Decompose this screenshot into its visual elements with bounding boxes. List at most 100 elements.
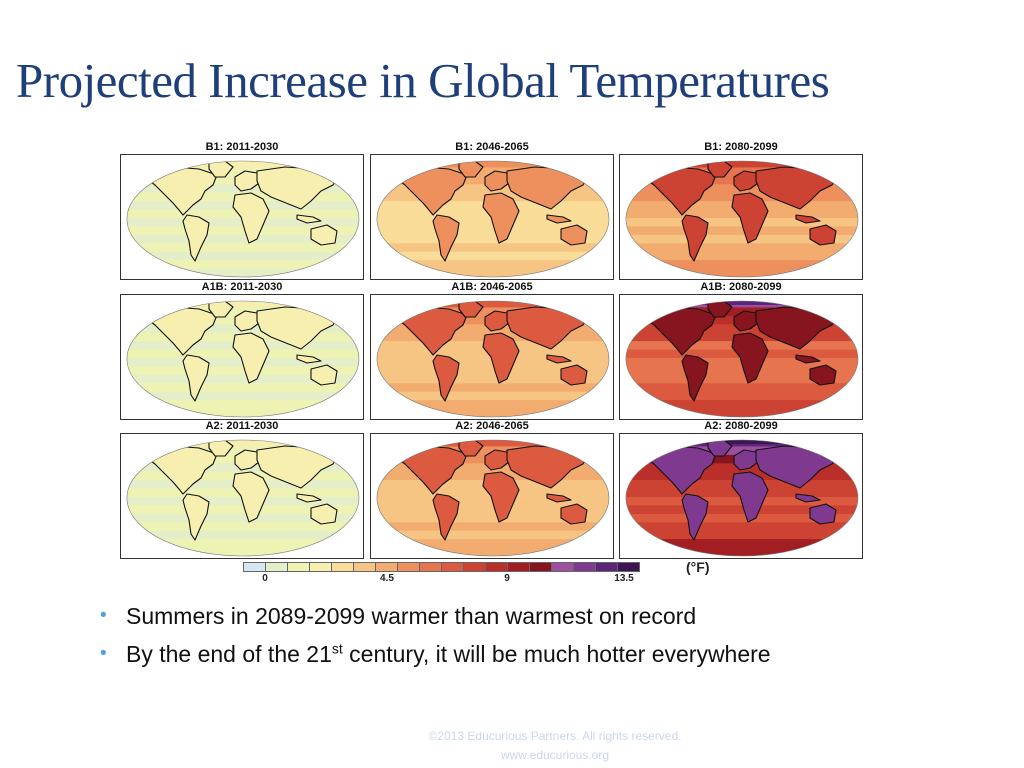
panel-title: B1: 2011-2030 <box>205 141 279 153</box>
colorbar-swatch <box>331 562 354 572</box>
temperature-band <box>625 522 858 532</box>
map-panel: A2: 2046-2065 <box>370 419 614 559</box>
temperature-band <box>376 234 609 244</box>
panel-title: A2: 2046-2065 <box>455 420 529 432</box>
ordinal-suffix: st <box>331 640 343 657</box>
map-svg <box>625 160 859 278</box>
continent-greenland <box>208 301 234 318</box>
colorbar-swatch <box>551 562 574 572</box>
temperature-band <box>376 301 609 308</box>
map-panel: A1B: 2046-2065 <box>370 280 614 420</box>
colorbar-swatch <box>375 562 398 572</box>
temperature-band <box>625 374 858 384</box>
colorbar-swatch <box>463 562 486 572</box>
temperature-band <box>126 513 359 523</box>
arctic-warming-zone <box>680 301 804 305</box>
temperature-band <box>376 383 609 393</box>
continent-europe <box>484 310 510 332</box>
continent-africa <box>232 471 270 523</box>
temperature-band <box>376 268 609 277</box>
colorbar-swatch <box>419 562 442 572</box>
panel-title: A1B: 2046-2065 <box>451 281 533 293</box>
temperature-band <box>625 400 858 410</box>
continent-europe <box>733 449 759 471</box>
continent-south-america <box>432 214 460 262</box>
continent-south-america <box>182 493 210 541</box>
slide-title: Projected Increase in Global Temperature… <box>16 53 830 108</box>
globe-outline <box>376 439 610 557</box>
temperature-band <box>625 366 858 376</box>
temperature-band <box>126 400 359 410</box>
colorbar-tick: 0 <box>262 573 268 584</box>
continent-south-america <box>432 493 460 541</box>
colorbar-tick: 13.5 <box>614 573 634 584</box>
continent-australia <box>310 364 338 386</box>
colorbar-swatch <box>507 562 530 572</box>
continent-north-america <box>146 306 218 356</box>
map-svg <box>625 439 859 557</box>
map-svg <box>376 160 610 278</box>
temperature-band <box>126 391 359 401</box>
continent-africa <box>731 471 769 523</box>
globe-outline <box>126 300 360 418</box>
colorbar-swatch <box>573 562 596 572</box>
bullet-text-end: century, it will be much hotter everywhe… <box>342 641 771 667</box>
bullet-item: • By the end of the 21st century, it wil… <box>100 640 860 668</box>
temperature-band <box>126 243 359 253</box>
temperature-band <box>376 366 609 376</box>
map-panel: A1B: 2080-2099 <box>619 280 863 420</box>
temperature-band <box>126 268 359 277</box>
continent-greenland <box>458 440 484 457</box>
continent-europe <box>733 310 759 332</box>
temperature-band <box>126 440 359 447</box>
continent-south-america <box>432 354 460 402</box>
temperature-band <box>376 243 609 253</box>
temperature-band <box>625 234 858 244</box>
temperature-band <box>376 530 609 540</box>
colorbar-swatch <box>287 562 310 572</box>
colorbar-swatch <box>485 562 508 572</box>
temperature-band <box>376 408 609 417</box>
continent-greenland <box>458 301 484 318</box>
bullet-dot-icon: • <box>100 643 107 664</box>
world-map <box>619 433 863 559</box>
map-panel: B1: 2046-2065 <box>370 140 614 280</box>
map-panel: B1: 2011-2030 <box>120 140 364 280</box>
continent-europe <box>484 170 510 192</box>
map-panel: A1B: 2011-2030 <box>120 280 364 420</box>
temperature-band <box>376 391 609 401</box>
continent-north-america <box>645 306 717 356</box>
continent-north-america <box>396 166 468 216</box>
temperature-band <box>376 547 609 556</box>
colorbar: 0 4.5 9 13.5 (°F) <box>243 559 743 592</box>
world-map <box>370 154 614 280</box>
map-svg <box>126 439 360 557</box>
temperature-band <box>625 408 858 417</box>
continent-australia <box>809 364 837 386</box>
arctic-warming-zone <box>680 440 804 444</box>
continent-north-america <box>645 166 717 216</box>
continent-indonesia <box>795 493 821 503</box>
continent-greenland <box>208 161 234 178</box>
temperature-band <box>625 530 858 540</box>
colorbar-swatch <box>529 562 552 572</box>
temperature-band <box>376 440 609 447</box>
globe-outline <box>126 439 360 557</box>
footer-website: www.educurious.org <box>500 748 610 762</box>
temperature-band <box>126 530 359 540</box>
temperature-maps-figure: B1: 2011-2030 B1: 2046-2065 B1: 2080-209… <box>120 140 865 585</box>
map-svg <box>376 300 610 418</box>
map-panel: A2: 2080-2099 <box>619 419 863 559</box>
temperature-band <box>126 505 359 515</box>
continent-south-america <box>182 214 210 262</box>
continent-australia <box>560 224 588 246</box>
temperature-band <box>126 161 359 168</box>
panel-title: A2: 2011-2030 <box>205 420 279 432</box>
colorbar-swatch <box>441 562 464 572</box>
temperature-band <box>625 383 858 393</box>
temperature-band <box>625 226 858 236</box>
continent-australia <box>809 503 837 525</box>
footer-copyright: ©2013 Educurious Partners. All rights re… <box>428 729 682 743</box>
map-svg <box>376 439 610 557</box>
continent-south-america <box>681 214 709 262</box>
